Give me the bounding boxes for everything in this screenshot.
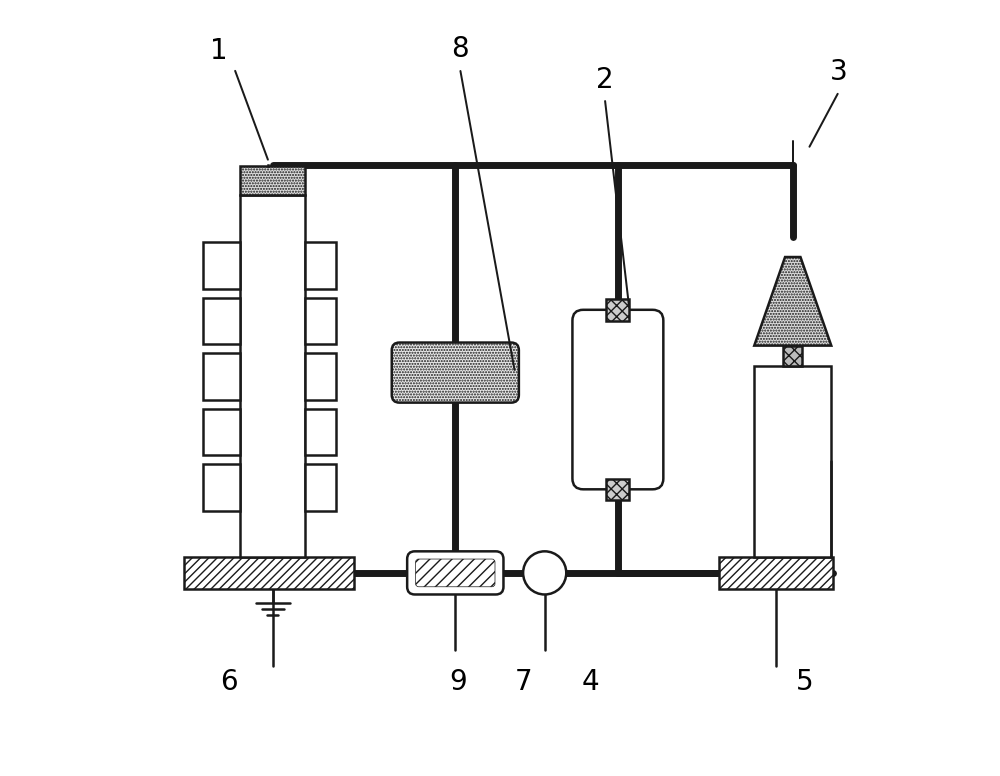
Bar bbox=[240, 166, 305, 196]
Text: 5: 5 bbox=[796, 668, 813, 696]
Bar bbox=[203, 353, 240, 400]
Bar bbox=[783, 345, 802, 365]
Bar bbox=[203, 298, 240, 344]
Bar bbox=[305, 464, 336, 511]
Bar bbox=[203, 464, 240, 511]
Text: 7: 7 bbox=[514, 668, 532, 696]
Bar bbox=[606, 299, 629, 320]
Bar bbox=[754, 365, 831, 556]
Bar bbox=[203, 242, 240, 289]
Text: 9: 9 bbox=[449, 668, 467, 696]
FancyBboxPatch shape bbox=[392, 342, 519, 403]
Polygon shape bbox=[754, 257, 831, 345]
Bar bbox=[305, 298, 336, 344]
Text: 4: 4 bbox=[581, 668, 599, 696]
FancyBboxPatch shape bbox=[407, 551, 503, 594]
Text: 2: 2 bbox=[596, 66, 614, 94]
Text: 8: 8 bbox=[451, 35, 469, 63]
Text: 6: 6 bbox=[220, 668, 238, 696]
Bar bbox=[240, 196, 305, 557]
Text: 1: 1 bbox=[210, 36, 228, 64]
FancyBboxPatch shape bbox=[572, 310, 663, 490]
Bar bbox=[203, 409, 240, 455]
Circle shape bbox=[523, 551, 566, 594]
Bar bbox=[606, 479, 629, 500]
Bar bbox=[305, 242, 336, 289]
Bar bbox=[719, 556, 833, 589]
Bar bbox=[305, 353, 336, 400]
Bar bbox=[305, 409, 336, 455]
Bar bbox=[184, 556, 354, 589]
Text: 3: 3 bbox=[830, 58, 848, 86]
